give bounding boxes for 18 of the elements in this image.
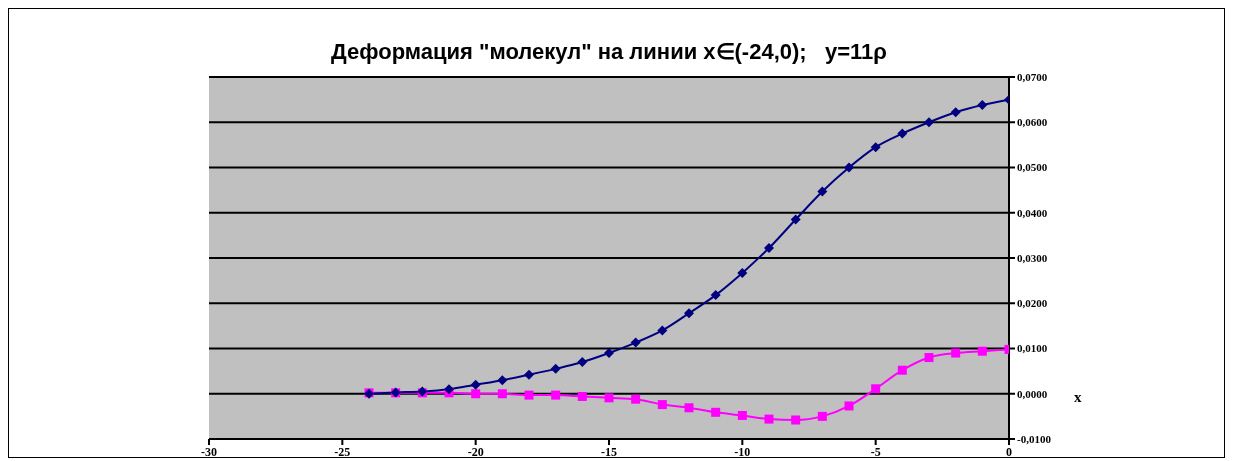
- y-tick-label: 0,0400: [1017, 206, 1048, 219]
- x-tick-label: -20: [467, 444, 484, 459]
- y-tick-label: 0,0500: [1017, 161, 1048, 174]
- x-tick-label: -10: [734, 444, 751, 459]
- x-tick-label: -25: [334, 444, 351, 459]
- x-tick-label: -30: [201, 444, 217, 459]
- x-tick-label: -5: [870, 444, 881, 459]
- chart-title: Деформация "молекул" на линии x∈(-24,0); y=11ρ: [330, 39, 888, 65]
- y-tick-label: -0,0100: [1017, 432, 1052, 445]
- x-tick-label: 0: [1006, 444, 1012, 459]
- y-tick-label: 0,0100: [1017, 342, 1048, 355]
- x-axis-title: x: [1074, 389, 1082, 406]
- x-tick-label: -15: [601, 444, 617, 459]
- y-tick-label: 0,0000: [1017, 387, 1048, 400]
- y-tick-label: 0,0600: [1017, 116, 1048, 129]
- y-tick-label: 0,0300: [1017, 251, 1048, 264]
- y-tick-label: 0,0700: [1017, 70, 1048, 83]
- y-tick-label: 0,0200: [1017, 297, 1048, 310]
